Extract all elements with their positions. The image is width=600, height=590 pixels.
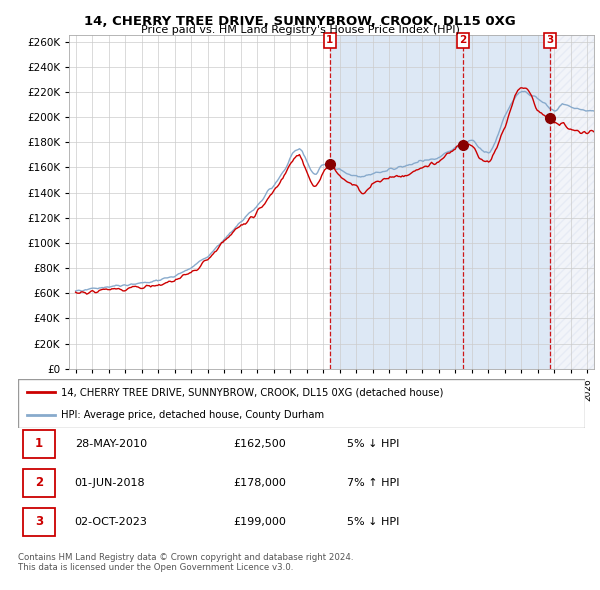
- Bar: [23, 431, 55, 458]
- Text: 1: 1: [326, 35, 334, 45]
- Text: £178,000: £178,000: [233, 478, 286, 488]
- Bar: [23, 509, 55, 536]
- Bar: [550, 35, 594, 369]
- Text: HPI: Average price, detached house, County Durham: HPI: Average price, detached house, Coun…: [61, 409, 323, 419]
- Text: 28-MAY-2010: 28-MAY-2010: [75, 439, 147, 449]
- Text: £199,000: £199,000: [233, 517, 286, 527]
- Text: 2: 2: [35, 476, 43, 489]
- Bar: [330, 35, 550, 369]
- Text: 7% ↑ HPI: 7% ↑ HPI: [347, 478, 400, 488]
- Bar: [23, 470, 55, 497]
- Text: 2: 2: [459, 35, 466, 45]
- Text: 5% ↓ HPI: 5% ↓ HPI: [347, 517, 399, 527]
- Text: 3: 3: [547, 35, 554, 45]
- Text: £162,500: £162,500: [233, 439, 286, 449]
- Text: 02-OCT-2023: 02-OCT-2023: [75, 517, 148, 527]
- Text: Contains HM Land Registry data © Crown copyright and database right 2024.: Contains HM Land Registry data © Crown c…: [18, 553, 353, 562]
- Text: 14, CHERRY TREE DRIVE, SUNNYBROW, CROOK, DL15 0XG: 14, CHERRY TREE DRIVE, SUNNYBROW, CROOK,…: [84, 15, 516, 28]
- Text: 5% ↓ HPI: 5% ↓ HPI: [347, 439, 399, 449]
- Text: 01-JUN-2018: 01-JUN-2018: [75, 478, 145, 488]
- Text: 3: 3: [35, 515, 43, 528]
- Text: 1: 1: [35, 437, 43, 450]
- Text: This data is licensed under the Open Government Licence v3.0.: This data is licensed under the Open Gov…: [18, 563, 293, 572]
- Text: Price paid vs. HM Land Registry's House Price Index (HPI): Price paid vs. HM Land Registry's House …: [140, 25, 460, 35]
- Text: 14, CHERRY TREE DRIVE, SUNNYBROW, CROOK, DL15 0XG (detached house): 14, CHERRY TREE DRIVE, SUNNYBROW, CROOK,…: [61, 388, 443, 398]
